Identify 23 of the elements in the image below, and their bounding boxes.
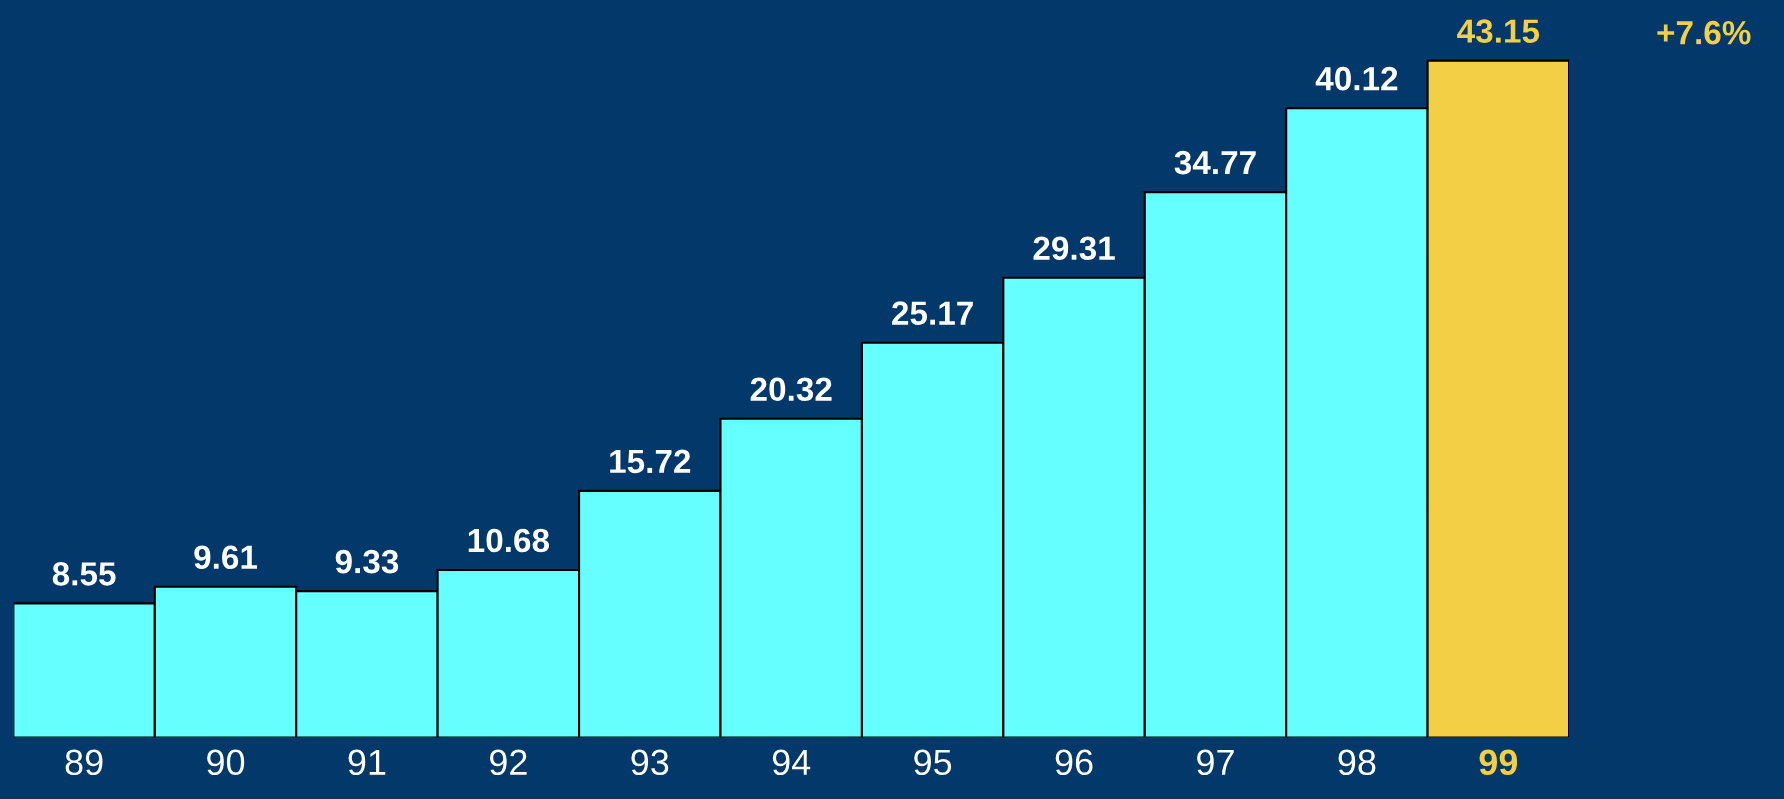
data-label: 29.31 — [1033, 236, 1115, 261]
data-label: 15.72 — [610, 449, 691, 474]
data-label: 40.12 — [1315, 66, 1398, 91]
x-tick-label: 92 — [489, 749, 527, 776]
text: +7.6% — [1657, 20, 1751, 45]
x-tick-label: 97 — [1197, 749, 1234, 776]
data-label: 8.55 — [52, 562, 116, 586]
x-tick-label: 96 — [1055, 749, 1093, 776]
x-tick-label: 98 — [1338, 749, 1376, 776]
data-label: 9.61 — [194, 545, 258, 570]
data-label: 34.77 — [1174, 150, 1256, 175]
x-tick-label: 95 — [914, 749, 952, 776]
x-tick-label: 91 — [348, 749, 386, 776]
x-tick-label: 94 — [772, 749, 811, 776]
x-tick-label: 90 — [207, 749, 245, 776]
x-tick-label: 99 — [1479, 749, 1518, 776]
data-label: 20.32 — [750, 377, 832, 402]
data-label: 43.15 — [1457, 19, 1540, 43]
data-label: 10.68 — [468, 528, 550, 553]
data-label: 25.17 — [892, 301, 973, 325]
data-label: 9.33 — [335, 549, 399, 574]
x-tick-label: 89 — [65, 749, 103, 776]
x-tick-label: 93 — [631, 749, 669, 776]
